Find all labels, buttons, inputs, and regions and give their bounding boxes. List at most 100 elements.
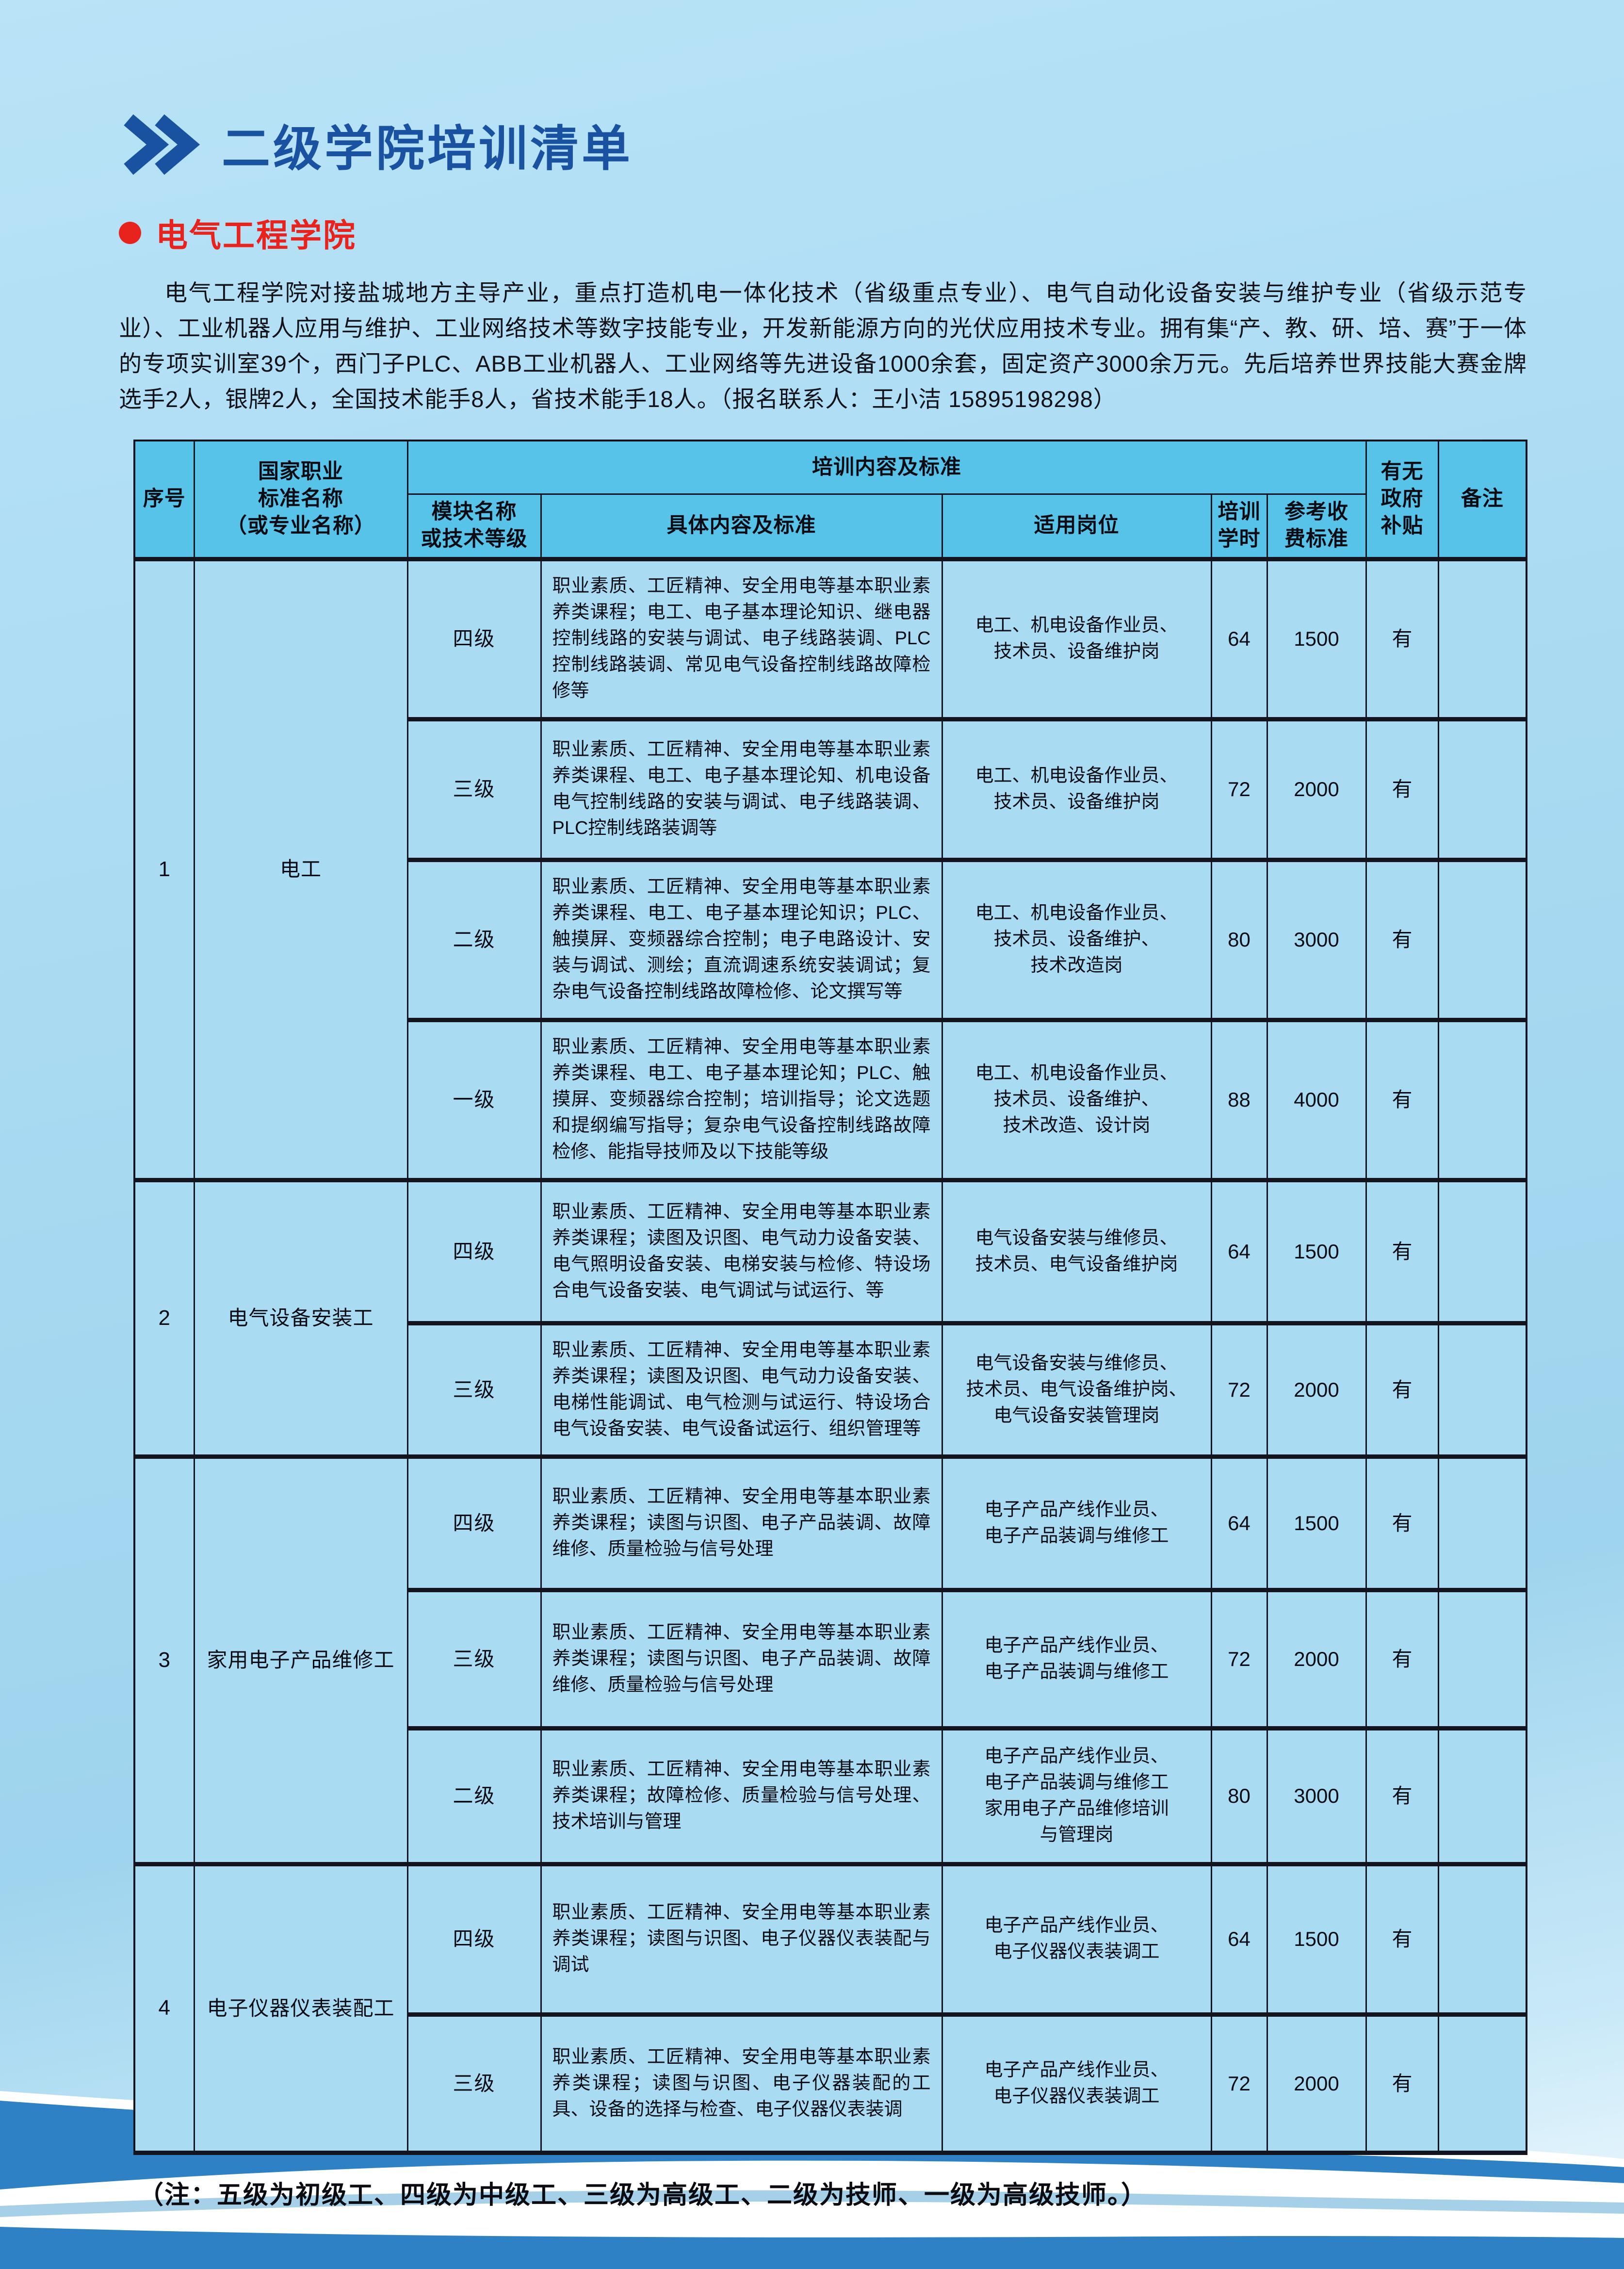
cell-remark (1437, 1454, 1527, 1592)
cell-hours: 88 (1210, 1017, 1268, 1182)
cell-level: 四级 (406, 1861, 542, 2017)
cell-fee: 3000 (1266, 857, 1367, 1022)
cell-group-name: 电工 (193, 556, 408, 1182)
cell-fee: 1500 (1266, 1177, 1367, 1325)
cell-fee: 2000 (1266, 2012, 1367, 2155)
cell-remark (1437, 1587, 1527, 1730)
table-row: 2 电气设备安装工 四级 职业素质、工匠精神、安全用电等基本职业素养类课程；读图… (133, 1177, 1527, 1459)
cell-hours: 80 (1210, 1726, 1268, 1866)
table-row: 3 家用电子产品维修工 四级 职业素质、工匠精神、安全用电等基本职业素养类课程；… (133, 1454, 1527, 1866)
cell-remark (1437, 1726, 1527, 1866)
cell-content: 职业素质、工匠精神、安全用电等基本职业素养类课程；读图与识图、电子仪器装配的工具… (540, 2012, 943, 2155)
cell-posts: 电子产品产线作业员、 电子产品装调与维修工 家用电子产品维修培训 与管理岗 (941, 1726, 1212, 1866)
cell-content: 职业素质、工匠精神、安全用电等基本职业素养类课程、电工、电子基本理论知；PLC、… (540, 1017, 943, 1182)
cell-level: 三级 (406, 1321, 542, 1459)
col-header-training-group: 培训内容及标准 (406, 440, 1367, 495)
cell-level: 三级 (406, 1587, 542, 1730)
cell-content: 职业素质、工匠精神、安全用电等基本职业素养类课程；电工、电子基本理论知识、继电器… (540, 556, 943, 721)
cell-hours: 72 (1210, 1321, 1268, 1459)
cell-level: 一级 (406, 1017, 542, 1182)
section-title: 电气工程学院 (156, 217, 357, 253)
cell-content: 职业素质、工匠精神、安全用电等基本职业素养类课程、电工、电子基本理论知识；PLC… (540, 857, 943, 1022)
table-row: 三级 职业素质、工匠精神、安全用电等基本职业素养类课程；读图与识图、电子仪器装配… (134, 2012, 1527, 2155)
cell-hours: 64 (1210, 556, 1268, 721)
cell-posts: 电气设备安装与维修员、 技术员、电气设备维护岗、 电气设备安装管理岗 (941, 1321, 1212, 1459)
cell-level: 二级 (406, 1726, 542, 1866)
cell-remark (1437, 1017, 1527, 1182)
cell-group-name: 家用电子产品维修工 (193, 1454, 408, 1866)
cell-remark (1437, 857, 1527, 1022)
cell-content: 职业素质、工匠精神、安全用电等基本职业素养类课程、电工、电子基本理论知、机电设备… (540, 717, 943, 862)
cell-remark (1437, 717, 1527, 862)
cell-fee: 1500 (1266, 1454, 1367, 1592)
cell-group-no: 4 (133, 1861, 195, 2155)
cell-group-no: 3 (133, 1454, 195, 1866)
cell-group-no: 1 (133, 556, 195, 1182)
cell-hours: 64 (1210, 1177, 1268, 1325)
cell-content: 职业素质、工匠精神、安全用电等基本职业素养类课程；故障检修、质量检验与信号处理、… (540, 1726, 943, 1866)
cell-fee: 2000 (1266, 717, 1367, 862)
cell-content: 职业素质、工匠精神、安全用电等基本职业素养类课程；读图及识图、电气动力设备安装、… (540, 1321, 943, 1459)
cell-subsidy: 有 (1365, 1177, 1439, 1325)
cell-subsidy: 有 (1365, 1861, 1439, 2017)
cell-remark (1437, 556, 1527, 721)
cell-hours: 64 (1210, 1454, 1268, 1592)
table-header-row-1: 序号 国家职业 标准名称 （或专业名称） 培训内容及标准 有无 政府 补贴 备注 (133, 440, 1527, 560)
cell-subsidy: 有 (1365, 1726, 1439, 1866)
table-row: 二级 职业素质、工匠精神、安全用电等基本职业素养类课程、电工、电子基本理论知识；… (134, 857, 1527, 1022)
cell-fee: 2000 (1266, 1587, 1367, 1730)
cell-posts: 电工、机电设备作业员、 技术员、设备维护岗 (941, 556, 1212, 721)
cell-content: 职业素质、工匠精神、安全用电等基本职业素养类课程；读图及识图、电气动力设备安装、… (540, 1177, 943, 1325)
double-chevron-icon (124, 114, 200, 175)
cell-level: 三级 (406, 717, 542, 862)
cell-subsidy: 有 (1365, 556, 1439, 721)
intro-paragraph: 电气工程学院对接盐城地方主导产业，重点打造机电一体化技术（省级重点专业）、电气自… (119, 280, 1527, 412)
cell-hours: 80 (1210, 857, 1268, 1022)
cell-group-name: 电气设备安装工 (193, 1177, 408, 1459)
cell-hours: 64 (1210, 1861, 1268, 2017)
cell-fee: 3000 (1266, 1726, 1367, 1866)
cell-remark (1437, 2012, 1527, 2155)
col-header-subsidy: 有无 政府 补贴 (1365, 440, 1439, 560)
table-row: 一级 职业素质、工匠精神、安全用电等基本职业素养类课程、电工、电子基本理论知；P… (134, 1017, 1527, 1182)
cell-subsidy: 有 (1365, 1587, 1439, 1730)
col-header-module: 模块名称 或技术等级 (406, 493, 542, 560)
cell-level: 四级 (406, 1454, 542, 1592)
cell-subsidy: 有 (1365, 857, 1439, 1022)
table-row: 三级 职业素质、工匠精神、安全用电等基本职业素养类课程；读图及识图、电气动力设备… (134, 1321, 1527, 1459)
cell-level: 二级 (406, 857, 542, 1022)
table-row: 二级 职业素质、工匠精神、安全用电等基本职业素养类课程；故障检修、质量检验与信号… (134, 1726, 1527, 1866)
table-row: 1 电工 四级 职业素质、工匠精神、安全用电等基本职业素养类课程；电工、电子基本… (133, 556, 1527, 1182)
page-title: 二级学院培训清单 (222, 122, 633, 176)
cell-level: 三级 (406, 2012, 542, 2155)
col-header-post: 适用岗位 (941, 493, 1212, 560)
cell-content: 职业素质、工匠精神、安全用电等基本职业素养类课程；读图与识图、电子产品装调、故障… (540, 1587, 943, 1730)
cell-posts: 电子产品产线作业员、 电子仪器仪表装调工 (941, 2012, 1212, 2155)
cell-group-name: 电子仪器仪表装配工 (193, 1861, 408, 2155)
col-header-remark: 备注 (1437, 440, 1527, 560)
cell-remark (1437, 1861, 1527, 2017)
table-row: 三级 职业素质、工匠精神、安全用电等基本职业素养类课程；读图与识图、电子产品装调… (134, 1587, 1527, 1730)
cell-posts: 电子产品产线作业员、 电子产品装调与维修工 (941, 1454, 1212, 1592)
page-title-row: 二级学院培训清单 (119, 109, 1527, 180)
cell-posts: 电工、机电设备作业员、 技术员、设备维护岗 (941, 717, 1212, 862)
col-header-xuhao: 序号 (133, 440, 195, 560)
red-dot-icon (119, 222, 141, 244)
cell-remark (1437, 1321, 1527, 1459)
cell-posts: 电子产品产线作业员、 电子产品装调与维修工 (941, 1587, 1212, 1730)
cell-remark (1437, 1177, 1527, 1325)
cell-fee: 1500 (1266, 1861, 1367, 2017)
cell-fee: 2000 (1266, 1321, 1367, 1459)
cell-posts: 电工、机电设备作业员、 技术员、设备维护、 技术改造岗 (941, 857, 1212, 1022)
col-header-content: 具体内容及标准 (540, 493, 943, 560)
cell-subsidy: 有 (1365, 1454, 1439, 1592)
cell-subsidy: 有 (1365, 2012, 1439, 2155)
cell-hours: 72 (1210, 1587, 1268, 1730)
cell-hours: 72 (1210, 2012, 1268, 2155)
cell-level: 四级 (406, 556, 542, 721)
cell-hours: 72 (1210, 717, 1268, 862)
col-header-standard-name: 国家职业 标准名称 （或专业名称） (193, 440, 408, 560)
table-row: 4 电子仪器仪表装配工 四级 职业素质、工匠精神、安全用电等基本职业素养类课程；… (133, 1861, 1527, 2155)
cell-fee: 1500 (1266, 556, 1367, 721)
